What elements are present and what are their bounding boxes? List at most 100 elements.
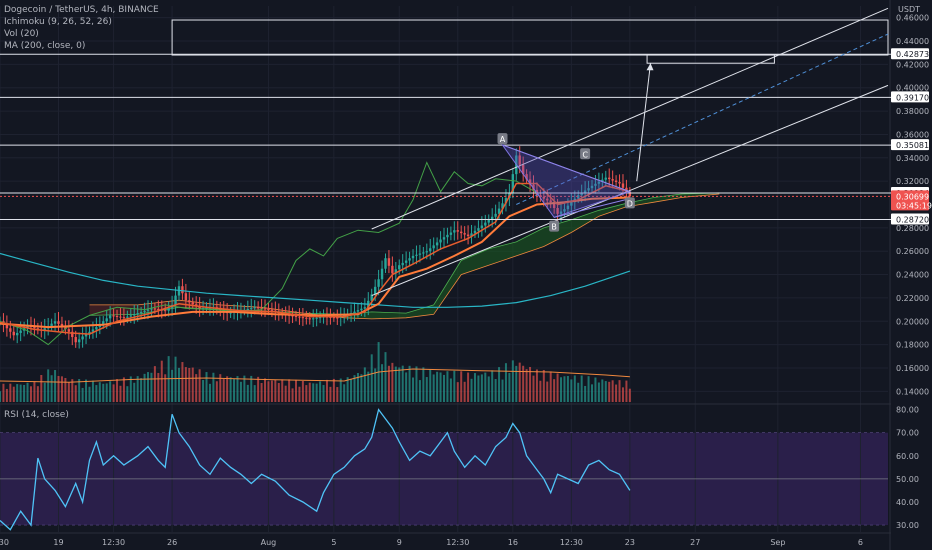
candle-body xyxy=(546,198,549,201)
volume-bar xyxy=(281,379,284,402)
candle-body xyxy=(401,262,404,266)
target-box xyxy=(646,54,775,64)
candle-body xyxy=(77,339,81,343)
volume-bar xyxy=(88,386,91,402)
time-tick-label: 6 xyxy=(858,538,863,547)
volume-bar xyxy=(295,379,297,402)
price-tick-label: 0.22000 xyxy=(896,294,929,303)
indicator-ma200[interactable]: MA (200, close, 0) xyxy=(4,41,86,51)
candle-body xyxy=(305,317,308,319)
candle-body xyxy=(291,315,294,317)
volume-bar xyxy=(570,379,573,402)
candle-body xyxy=(480,225,484,229)
candle-body xyxy=(511,174,515,193)
chikou-span xyxy=(0,161,538,346)
volume-bar xyxy=(473,373,476,402)
candle-body xyxy=(115,316,119,318)
volume-bar xyxy=(260,383,263,402)
volume-bar xyxy=(36,386,39,402)
volume-bar xyxy=(122,377,125,402)
volume-bar xyxy=(171,369,174,402)
indicator-ichimoku[interactable]: Ichimoku (9, 26, 52, 26) xyxy=(4,17,112,27)
volume-bar xyxy=(467,372,470,402)
candle-body xyxy=(394,269,398,274)
volume-bar xyxy=(542,370,545,402)
volume-bar xyxy=(0,391,1,402)
rsi-legend[interactable]: RSI (14, close) xyxy=(4,410,69,420)
candle-body xyxy=(439,239,442,243)
volume-bar xyxy=(215,381,218,402)
symbol-title[interactable]: Dogecoin / TetherUS, 4h, BINANCE xyxy=(4,5,159,15)
candle-body xyxy=(164,310,167,312)
volume-bar xyxy=(143,373,146,402)
candle-body xyxy=(126,316,129,318)
volume-bar xyxy=(133,382,136,402)
candle-body xyxy=(466,234,470,237)
candle-body xyxy=(583,190,587,193)
indicator-volume[interactable]: Vol (20) xyxy=(4,29,39,39)
volume-bar xyxy=(584,385,587,402)
volume-bar xyxy=(429,369,432,402)
volume-bar xyxy=(105,383,108,402)
volume-bar xyxy=(312,383,315,402)
volume-bar xyxy=(504,363,507,402)
volume-bar xyxy=(5,388,8,402)
volume-bar xyxy=(23,384,26,402)
candle-body xyxy=(380,268,384,280)
price-label: 0.28720 xyxy=(896,215,929,224)
time-tick-label: Aug xyxy=(261,538,277,547)
candle-body xyxy=(112,315,115,317)
candle-body xyxy=(425,251,428,253)
volume-bar xyxy=(181,362,184,402)
candle-body xyxy=(470,233,473,237)
volume-bar xyxy=(408,365,411,402)
volume-bar xyxy=(257,376,260,402)
volume-bar xyxy=(346,377,349,402)
volume-bar xyxy=(601,379,604,402)
volume-bar xyxy=(487,376,490,402)
kijun-sen xyxy=(0,196,630,329)
volume-bar xyxy=(16,384,19,402)
candle-body xyxy=(84,334,88,337)
volume-bar xyxy=(415,366,418,402)
volume-bar xyxy=(539,380,542,402)
candle-body xyxy=(64,326,67,330)
candle-body xyxy=(139,311,143,314)
candle-body xyxy=(549,200,552,203)
volume-bar xyxy=(219,374,222,402)
volume-bar xyxy=(332,378,335,402)
candle-body xyxy=(418,253,422,255)
countdown-label: 03:45:19 xyxy=(896,201,932,210)
candle-body xyxy=(157,309,160,311)
volume-bar xyxy=(553,379,556,402)
volume-bar xyxy=(522,365,525,402)
channel-mid-dashed-line xyxy=(516,33,889,205)
volume-bar xyxy=(374,368,377,402)
candle-body xyxy=(184,293,188,301)
volume-bar xyxy=(136,376,139,402)
volume-bar xyxy=(174,356,177,402)
volume-bar xyxy=(198,369,201,402)
volume-bar xyxy=(98,382,101,402)
volume-bar xyxy=(191,367,194,402)
price-label-box xyxy=(891,213,929,225)
candle-body xyxy=(587,188,590,191)
price-label: 0.30699 xyxy=(896,192,929,201)
candle-body xyxy=(363,307,367,309)
volume-bar xyxy=(277,382,280,402)
chart-legend: Dogecoin / TetherUS, 4h, BINANCE Ichimok… xyxy=(4,4,159,52)
currency-label[interactable]: USDT xyxy=(898,5,920,14)
candle-body xyxy=(16,332,19,336)
volume-bar xyxy=(329,386,332,402)
volume-bar xyxy=(226,376,229,402)
triangle-edge-line xyxy=(502,144,631,193)
volume-bar xyxy=(573,375,576,402)
price-label-box xyxy=(891,139,929,151)
price-tick-label: 0.14000 xyxy=(896,387,929,396)
candle-body xyxy=(460,231,463,234)
volume-bar xyxy=(71,379,74,402)
volume-bar xyxy=(529,366,532,402)
target-arrow-line xyxy=(636,63,652,182)
volume-bar xyxy=(319,381,322,402)
